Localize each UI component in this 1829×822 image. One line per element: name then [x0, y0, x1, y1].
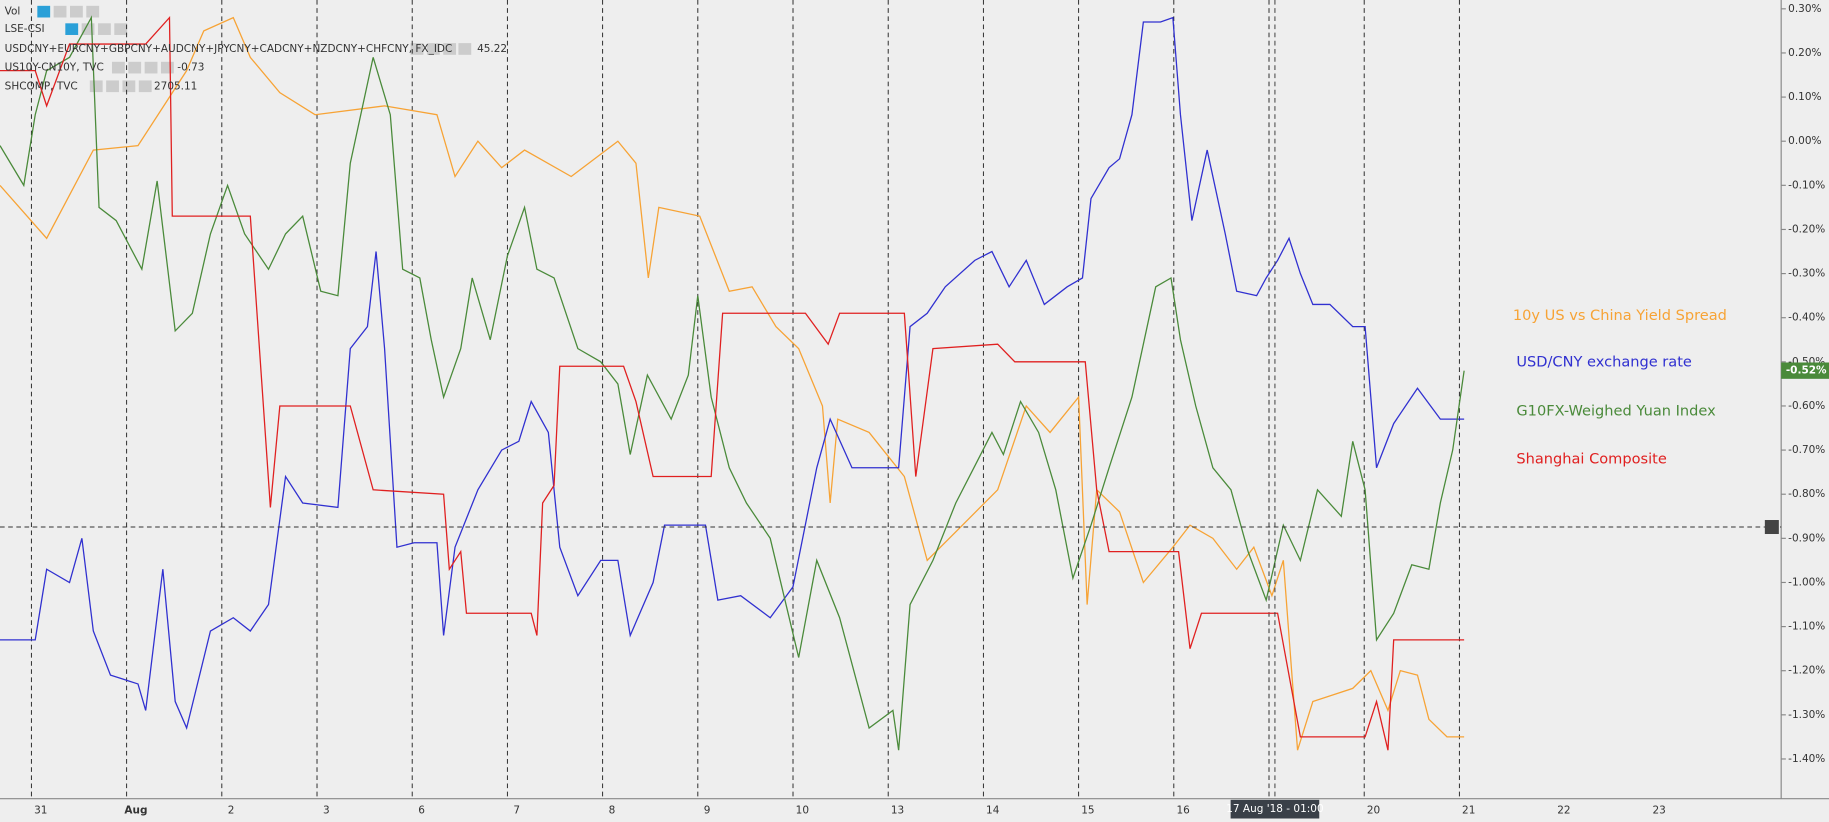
series-line: [0, 16, 1465, 751]
x-tick-label: 2: [228, 804, 235, 816]
x-tick-label: 6: [418, 804, 425, 816]
legend-name: SHCOMP, TVC: [5, 80, 78, 92]
crosshair-box: [1230, 799, 1320, 819]
last-value-box: [1781, 362, 1829, 379]
y-tick-label: -1.40%: [1788, 753, 1825, 765]
y-tick-label: -0.10%: [1788, 179, 1825, 191]
y-tick-label: 0.00%: [1788, 135, 1821, 147]
legend-name: USDCNY+EURCNY+GBPCNY+AUDCNY+JPYCNY+CADCN…: [5, 43, 453, 55]
y-tick-label: 0.30%: [1788, 3, 1821, 15]
lines: [0, 15, 1465, 751]
y-tick-label: -0.90%: [1788, 532, 1825, 544]
x-tick-label: 3: [323, 804, 330, 816]
legend-value: -0.73: [177, 62, 204, 74]
y-tick-label: -1.10%: [1788, 621, 1825, 633]
grid: [30, 0, 1460, 799]
crosshair-plus: [1764, 520, 1779, 535]
legend-icons: [37, 5, 472, 93]
legend-value: 45.22: [477, 43, 507, 55]
legend-name: US10Y-CN10Y, TVC: [5, 62, 104, 74]
series-annotation: Shanghai Composite: [1516, 450, 1666, 467]
x-tick-label: 14: [986, 804, 1000, 816]
series-line: [0, 15, 1465, 751]
y-tick-label: -0.80%: [1788, 488, 1825, 500]
x-tick-label: 7: [513, 804, 520, 816]
y-tick-label: 0.10%: [1788, 91, 1821, 103]
series-annotation: G10FX-Weighed Yuan Index: [1516, 403, 1716, 420]
x-tick-label: 21: [1462, 804, 1475, 816]
series-annotation: 10y US vs China Yield Spread: [1513, 307, 1727, 324]
x-tick-label: 20: [1367, 804, 1380, 816]
y-tick-label: -1.20%: [1788, 665, 1825, 677]
crosshair-label: 17 Aug '18 - 01:00: [1226, 803, 1323, 815]
y-tick-label: -0.70%: [1788, 444, 1825, 456]
x-tick-label: 22: [1557, 804, 1570, 816]
y-tick-label: -0.20%: [1788, 223, 1825, 235]
y-tick-label: -0.60%: [1788, 400, 1825, 412]
x-tick-label: 8: [609, 804, 616, 816]
x-tick-label: 31: [34, 804, 47, 816]
series-line: [0, 15, 1465, 751]
legend-value: 2705.11: [154, 80, 197, 92]
y-tick-label: -1.00%: [1788, 576, 1825, 588]
x-tick-label: 16: [1176, 804, 1190, 816]
x-tick-label: Aug: [124, 804, 147, 816]
x-tick-label: 23: [1652, 804, 1665, 816]
x-tick-label: 10: [796, 804, 809, 816]
x-tick-label: 15: [1081, 804, 1094, 816]
y-tick-label: -0.40%: [1788, 312, 1825, 324]
legend-name: LSE-CSI: [5, 23, 45, 35]
x-tick-label: 13: [891, 804, 904, 816]
y-tick-label: 0.20%: [1788, 47, 1821, 59]
y-tick-label: -0.50%: [1788, 356, 1825, 368]
series-annotation: USD/CNY exchange rate: [1516, 354, 1692, 371]
x-tick-label: 9: [704, 804, 711, 816]
legend-name: Vol: [5, 6, 21, 18]
last-value-label: -0.52%: [1786, 365, 1827, 377]
y-tick-label: -1.30%: [1788, 709, 1825, 721]
y-tick-label: -0.30%: [1788, 268, 1825, 280]
series-line: [0, 16, 1465, 731]
